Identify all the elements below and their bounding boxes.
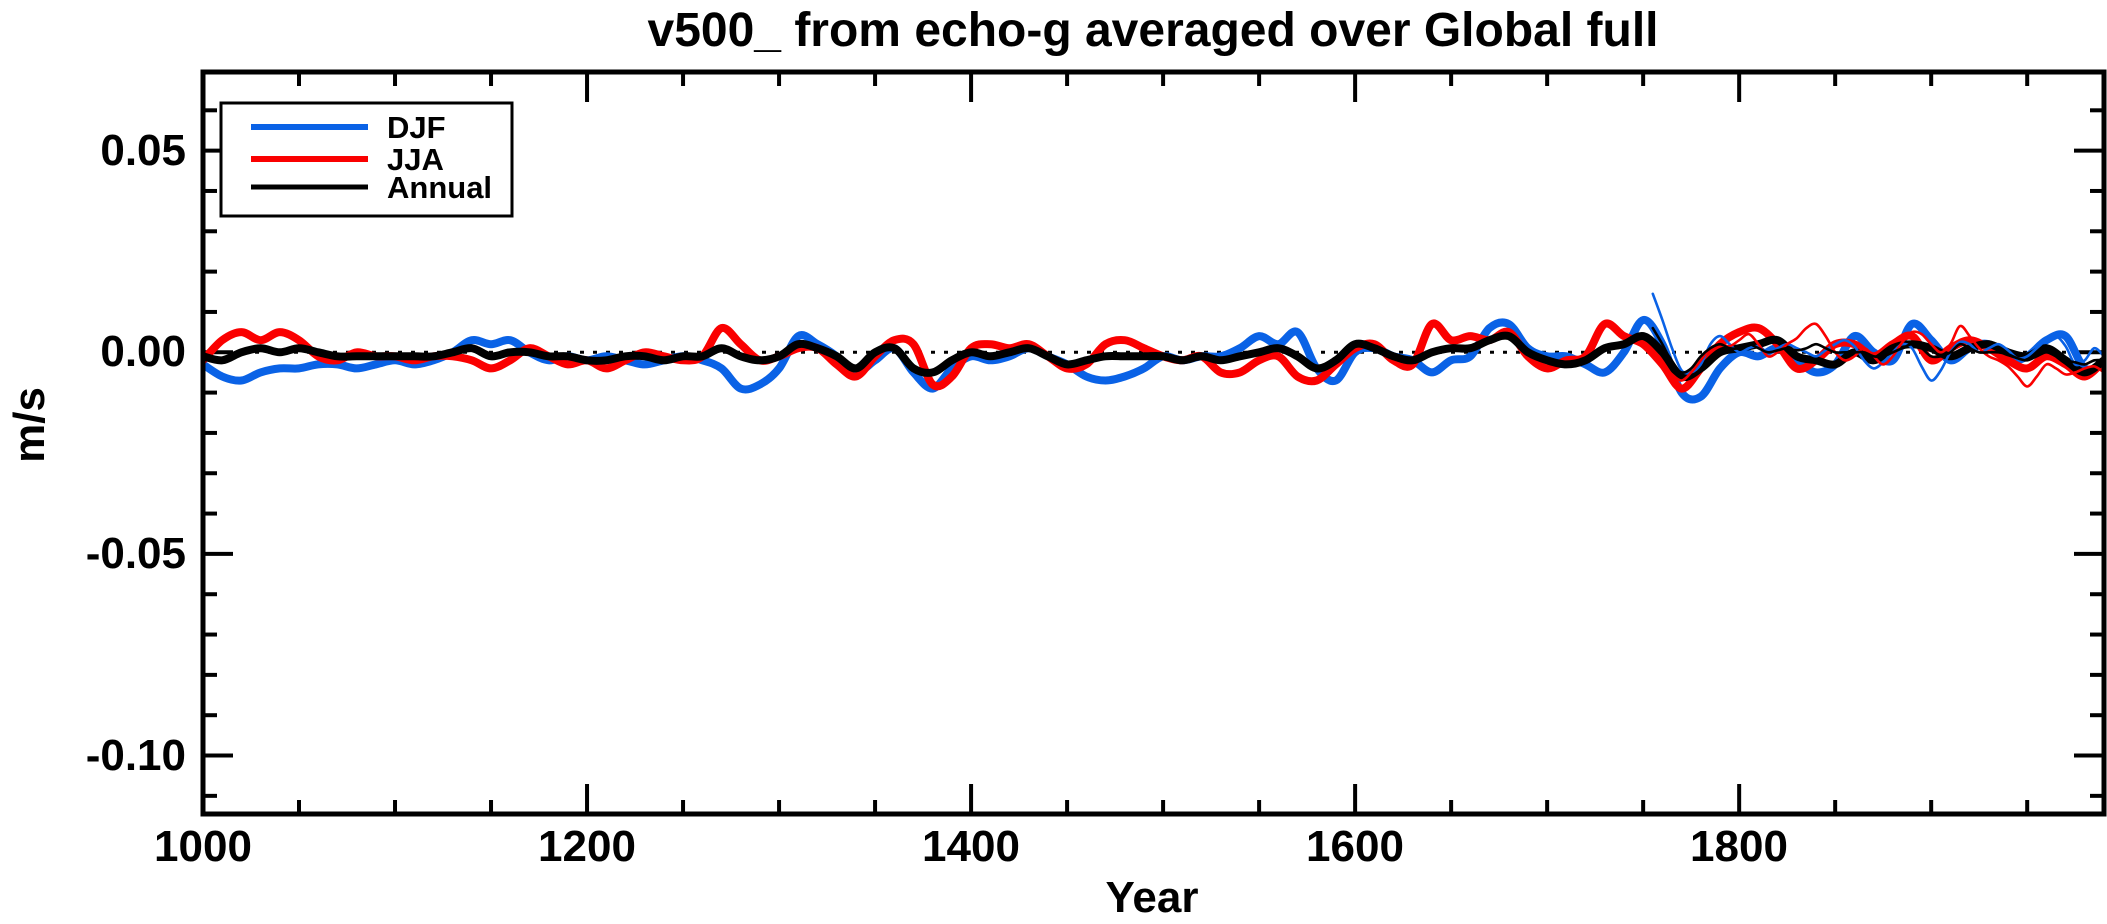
line-annual-thin-2nd-realization bbox=[1651, 326, 2104, 374]
x-tick-label-2: 1400 bbox=[922, 822, 1020, 871]
legend-label-annual: Annual bbox=[387, 170, 492, 205]
y-tick-label-0: 0.05 bbox=[100, 126, 186, 175]
legend: DJF JJA Annual bbox=[219, 101, 514, 218]
y-tick-label-1: 0.00 bbox=[100, 327, 186, 376]
x-tick-label-1: 1200 bbox=[538, 822, 636, 871]
axis-frame bbox=[200, 69, 2107, 817]
x-axis-title: Year bbox=[1106, 873, 1199, 922]
x-tick-label-0: 1000 bbox=[154, 822, 252, 871]
series-group bbox=[203, 292, 2104, 404]
line-djf-thin-2nd-realization bbox=[1651, 292, 2104, 382]
x-tick-label-3: 1600 bbox=[1306, 822, 1404, 871]
y-tick-label-2: -0.05 bbox=[86, 529, 186, 578]
chart-title: v500_ from echo-g averaged over Global f… bbox=[648, 4, 1659, 57]
legend-label-djf: DJF bbox=[387, 110, 446, 145]
line-jja-thin-2nd-realization bbox=[1651, 322, 2104, 388]
y-axis-title: m/s bbox=[5, 387, 54, 463]
y-tick-label-3: -0.10 bbox=[86, 731, 186, 780]
legend-label-jja: JJA bbox=[387, 142, 444, 177]
plot-geometry bbox=[200, 69, 2107, 817]
x-tick-label-4: 1800 bbox=[1690, 822, 1788, 871]
